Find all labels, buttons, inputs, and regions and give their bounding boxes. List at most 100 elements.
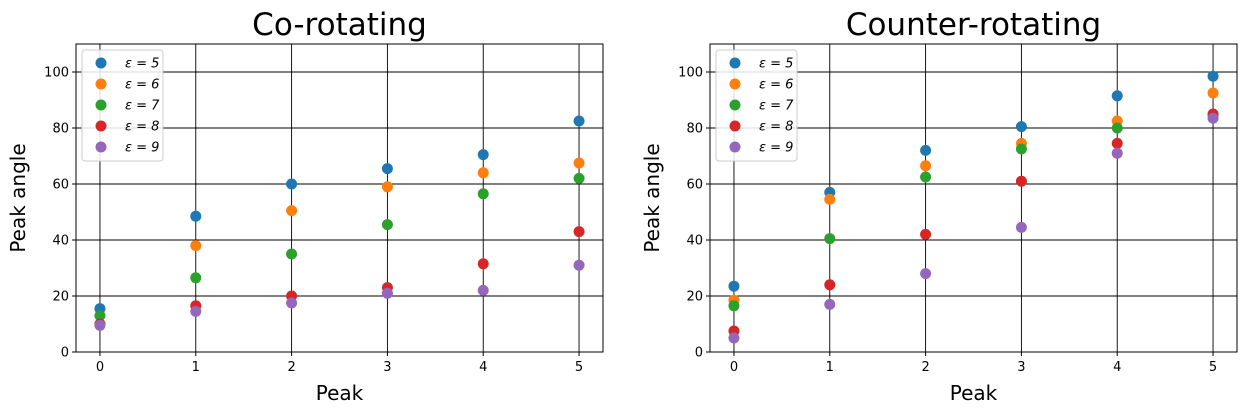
legend-marker [95,57,107,69]
legend-label: ε = 7 [759,99,794,114]
y-axis-label: Peak angle [640,143,664,252]
series-5 [728,112,1219,344]
x-tick-label: 0 [730,360,738,375]
legend-marker [95,99,107,111]
data-point [728,300,740,312]
data-point [1111,147,1123,159]
legend-box [715,49,798,162]
data-point [573,115,585,127]
y-tick-label: 20 [686,290,703,305]
x-tick-label: 2 [287,360,295,375]
y-tick-label: 0 [695,346,703,361]
y-axis-label: Peak angle [6,143,30,252]
data-point [94,310,106,322]
data-point [381,219,393,231]
data-point [573,172,585,184]
data-point [286,205,298,217]
legend-marker [95,141,107,153]
x-tick-label: 5 [1209,360,1217,375]
data-point [477,188,489,200]
data-point [1111,122,1123,134]
x-tick-label: 1 [826,360,834,375]
x-tick-label: 5 [575,360,583,375]
data-point [1207,87,1219,99]
legend-label: ε = 8 [759,120,793,135]
legend-box [81,49,164,162]
legend-label: ε = 5 [125,57,159,72]
plot-area [76,44,603,352]
data-point [477,258,489,270]
data-point [94,319,106,331]
data-point [824,279,836,291]
data-point [477,149,489,161]
plot-area [710,44,1237,352]
x-axis-label: Peak [950,381,998,405]
x-tick-label: 0 [96,360,104,375]
x-tick-label: 3 [1017,360,1025,375]
data-point [1207,70,1219,82]
legend-marker [729,78,741,90]
data-point [190,305,202,317]
legend-marker [95,78,107,90]
x-tick-label: 1 [192,360,200,375]
legend: ε = 5 ε = 6 ε = 7 ε = 8 ε = 9 [81,49,164,162]
legend-marker [729,99,741,111]
data-point [920,160,932,172]
y-tick-label: 100 [44,66,69,81]
x-axis-label: Peak [316,381,364,405]
y-tick-label: 20 [52,290,69,305]
y-tick-label: 60 [52,178,69,193]
data-point [824,193,836,205]
axes-frame [709,43,1238,353]
legend-label: ε = 7 [125,99,160,114]
chart-panel-1: 0 1 2 3 4 5 0 20 40 60 80 100 Co-rotating Peak Peak an… [6,7,604,405]
y-tick-label: 80 [686,122,703,137]
legend-marker [729,57,741,69]
y-tick-label: 40 [52,234,69,249]
data-point [1015,121,1027,133]
data-point [824,298,836,310]
data-point [920,171,932,183]
y-tick-label: 40 [686,234,703,249]
y-tick-label: 80 [52,122,69,137]
legend: ε = 5 ε = 6 ε = 7 ε = 8 ε = 9 [715,49,798,162]
data-point [1207,112,1219,124]
y-tick-label: 0 [61,346,69,361]
data-point [573,157,585,169]
data-point [477,284,489,296]
data-point [728,332,740,344]
data-point [1015,175,1027,187]
data-point [1111,137,1123,149]
legend-label: ε = 8 [125,120,159,135]
y-tick-label: 60 [686,178,703,193]
legend-marker [729,120,741,132]
series-1 [94,115,585,315]
chart-panel-2: 0 1 2 3 4 5 0 20 40 60 80 100 Counter-rotating Peak Pe… [640,7,1238,405]
data-point [920,228,932,240]
data-point [824,233,836,245]
x-tick-label: 3 [383,360,391,375]
data-point [1015,143,1027,155]
series-5 [94,259,585,331]
x-tick-label: 4 [479,360,487,375]
legend-label: ε = 9 [759,141,793,156]
data-point [728,280,740,292]
data-point [920,268,932,280]
data-point [286,297,298,309]
data-point [573,259,585,271]
chart-title: Counter-rotating [846,7,1101,43]
data-point [1015,221,1027,233]
series-3 [94,172,585,322]
data-point [381,163,393,175]
chart-title: Co-rotating [252,7,427,43]
legend-label: ε = 6 [125,78,159,93]
x-tick-label: 2 [921,360,929,375]
series-1 [728,70,1219,292]
data-point [573,226,585,238]
data-point [477,167,489,179]
data-point [190,210,202,222]
y-tick-label: 100 [678,66,703,81]
data-point [381,181,393,193]
